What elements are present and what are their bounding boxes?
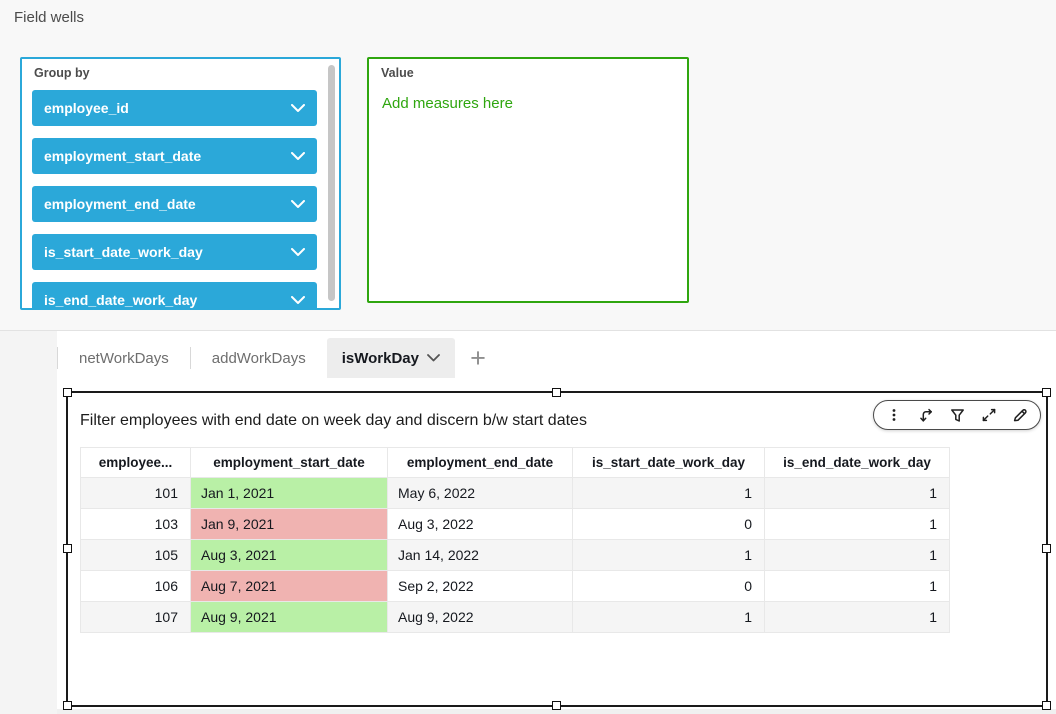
sheet-tab-bar: netWorkDays addWorkDays isWorkDay + [57, 338, 501, 378]
column-header-employment-end-date[interactable]: employment_end_date [387, 447, 573, 478]
sheet-bottom-edge [57, 709, 1056, 714]
field-pill-employee_id[interactable]: employee_id [32, 90, 317, 126]
column-header-employment-start-date[interactable]: employment_start_date [190, 447, 388, 478]
cell-is-end-date-work-day[interactable]: 1 [764, 539, 950, 571]
resize-handle-bottom-right[interactable] [1042, 701, 1051, 710]
cell-is-start-date-work-day[interactable]: 0 [572, 508, 765, 540]
chevron-down-icon [291, 296, 305, 304]
value-placeholder: Add measures here [382, 95, 513, 112]
left-gutter [0, 331, 57, 714]
visual-title: Filter employees with end date on week d… [80, 412, 587, 429]
cell-employee-id[interactable]: 106 [80, 570, 191, 602]
field-pill-label: is_start_date_work_day [44, 244, 203, 260]
resize-handle-bottom-left[interactable] [63, 701, 72, 710]
column-header-employee-id[interactable]: employee... [80, 447, 191, 478]
tab-netWorkDays[interactable]: netWorkDays [58, 338, 190, 378]
group-by-field-list: employee_id employment_start_date employme… [32, 90, 317, 308]
edit-icon[interactable] [1012, 407, 1028, 423]
cell-is-start-date-work-day[interactable]: 1 [572, 601, 765, 633]
value-label: Value [381, 66, 414, 80]
cell-employment-start-date[interactable]: Aug 3, 2021 [190, 539, 388, 571]
expand-icon[interactable] [981, 407, 997, 423]
filter-icon[interactable] [949, 407, 966, 424]
field-wells-title: Field wells [14, 9, 85, 26]
value-well: Value Add measures here [367, 57, 689, 303]
resize-handle-mid-right[interactable] [1042, 544, 1051, 553]
field-pill-is_start_date_work_day[interactable]: is_start_date_work_day [32, 234, 317, 270]
cell-is-end-date-work-day[interactable]: 1 [764, 601, 950, 633]
resize-handle-mid-left[interactable] [63, 544, 72, 553]
table-row: 106 Aug 7, 2021 Sep 2, 2022 0 1 [80, 570, 950, 602]
table-row: 105 Aug 3, 2021 Jan 14, 2022 1 1 [80, 539, 950, 571]
cell-employment-end-date[interactable]: May 6, 2022 [387, 477, 573, 509]
tab-addWorkDays[interactable]: addWorkDays [191, 338, 327, 378]
cell-employment-start-date[interactable]: Aug 9, 2021 [190, 601, 388, 633]
field-pill-employment_end_date[interactable]: employment_end_date [32, 186, 317, 222]
cell-employment-end-date[interactable]: Aug 3, 2022 [387, 508, 573, 540]
cell-employment-end-date[interactable]: Aug 9, 2022 [387, 601, 573, 633]
group-by-label: Group by [34, 66, 90, 80]
table-row: 101 Jan 1, 2021 May 6, 2022 1 1 [80, 477, 950, 509]
chevron-down-icon [291, 152, 305, 160]
chevron-down-icon [291, 248, 305, 256]
field-pill-employment_start_date[interactable]: employment_start_date [32, 138, 317, 174]
cell-employment-start-date[interactable]: Jan 1, 2021 [190, 477, 388, 509]
chevron-down-icon [291, 200, 305, 208]
field-pill-is_end_date_work_day[interactable]: is_end_date_work_day [32, 282, 317, 308]
visual-toolbar [873, 400, 1041, 430]
chevron-down-icon [427, 354, 440, 362]
tab-separator [57, 347, 58, 369]
column-header-is-start-date-work-day[interactable]: is_start_date_work_day [572, 447, 765, 478]
cell-is-start-date-work-day[interactable]: 0 [572, 570, 765, 602]
field-pill-label: employee_id [44, 100, 129, 116]
group-by-scrollbar[interactable] [328, 65, 335, 301]
sort-icon[interactable] [917, 407, 934, 424]
cell-is-end-date-work-day[interactable]: 1 [764, 477, 950, 509]
field-pill-label: employment_start_date [44, 148, 202, 164]
field-pill-label: employment_end_date [44, 196, 196, 212]
visual-container[interactable]: Filter employees with end date on week d… [63, 388, 1051, 710]
resize-handle-top-right[interactable] [1042, 388, 1051, 397]
resize-handle-top-left[interactable] [63, 388, 72, 397]
cell-is-end-date-work-day[interactable]: 1 [764, 570, 950, 602]
group-by-well: Group by employee_id employment_start_dat… [20, 57, 341, 310]
tab-isWorkDay[interactable]: isWorkDay [326, 338, 455, 378]
cell-employee-id[interactable]: 101 [80, 477, 191, 509]
table-row: 107 Aug 9, 2021 Aug 9, 2022 1 1 [80, 601, 950, 633]
field-pill-label: is_end_date_work_day [44, 292, 198, 308]
sheet-area: netWorkDays addWorkDays isWorkDay + [0, 331, 1056, 714]
tab-label: isWorkDay [341, 349, 419, 367]
cell-employment-end-date[interactable]: Jan 14, 2022 [387, 539, 573, 571]
field-wells-panel: Field wells Group by employee_id employme… [0, 0, 1056, 331]
column-header-is-end-date-work-day[interactable]: is_end_date_work_day [764, 447, 950, 478]
add-sheet-button[interactable]: + [470, 342, 486, 373]
resize-handle-bottom-center[interactable] [552, 701, 561, 710]
cell-is-start-date-work-day[interactable]: 1 [572, 477, 765, 509]
table-row: 103 Jan 9, 2021 Aug 3, 2022 0 1 [80, 508, 950, 540]
chevron-down-icon [291, 104, 305, 112]
cell-employee-id[interactable]: 103 [80, 508, 191, 540]
data-table: employee... employment_start_date employ… [80, 447, 950, 633]
tab-separator [189, 347, 191, 369]
kebab-menu-icon[interactable] [886, 407, 902, 423]
cell-employment-start-date[interactable]: Jan 9, 2021 [190, 508, 388, 540]
cell-is-start-date-work-day[interactable]: 1 [572, 539, 765, 571]
table-header-row: employee... employment_start_date employ… [80, 447, 950, 478]
cell-employee-id[interactable]: 105 [80, 539, 191, 571]
cell-employment-start-date[interactable]: Aug 7, 2021 [190, 570, 388, 602]
cell-is-end-date-work-day[interactable]: 1 [764, 508, 950, 540]
cell-employee-id[interactable]: 107 [80, 601, 191, 633]
resize-handle-top-center[interactable] [552, 388, 561, 397]
tab-label: addWorkDays [211, 349, 306, 367]
tab-label: netWorkDays [79, 349, 169, 367]
cell-employment-end-date[interactable]: Sep 2, 2022 [387, 570, 573, 602]
